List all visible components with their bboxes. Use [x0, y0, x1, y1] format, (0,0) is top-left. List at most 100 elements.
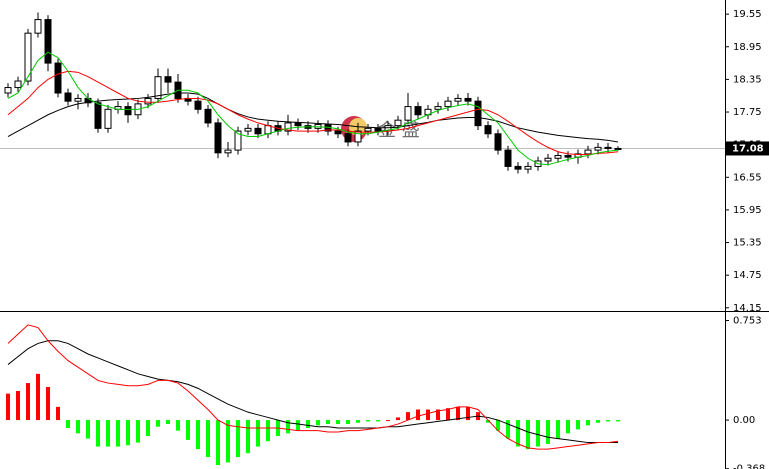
current-price-label: 17.08 — [732, 143, 764, 154]
indicator-line — [7, 70, 619, 155]
candle-body — [194, 100, 202, 110]
histogram-bar — [156, 420, 160, 427]
candle-body — [544, 157, 552, 162]
candle-body — [414, 106, 422, 116]
candle-body — [394, 119, 402, 127]
histogram-bar — [306, 420, 310, 429]
histogram-bar — [46, 387, 50, 421]
candle-body — [234, 130, 242, 151]
candle-body — [514, 165, 522, 170]
candle-body — [354, 130, 362, 143]
histogram-bar — [196, 420, 200, 450]
histogram-bar — [556, 420, 560, 439]
histogram-bar — [496, 420, 500, 431]
histogram-bar — [116, 420, 120, 447]
candle-body — [594, 146, 602, 151]
candle-body — [614, 147, 622, 150]
histogram-bar — [536, 420, 540, 447]
histogram-bar — [216, 420, 220, 466]
histogram-bar — [106, 420, 110, 447]
histogram-bar — [126, 420, 130, 446]
candle-body — [344, 133, 352, 143]
histogram-bar — [186, 420, 190, 440]
candle-body — [474, 100, 482, 127]
candle-body — [494, 133, 502, 151]
histogram-bar — [336, 420, 340, 425]
candle-body — [504, 149, 512, 167]
histogram-bar — [6, 393, 10, 421]
histogram-bar — [446, 408, 450, 421]
candle-body — [484, 125, 492, 135]
histogram-bar — [246, 420, 250, 454]
histogram-bar — [606, 420, 610, 422]
candle-body — [454, 97, 462, 102]
histogram-bar — [266, 420, 270, 442]
histogram-bar — [436, 409, 440, 421]
y-tick-label: -0.368 — [733, 464, 765, 469]
candle-body — [444, 100, 452, 108]
y-tick-label: 17.75 — [733, 107, 762, 118]
candle-body — [244, 127, 252, 132]
y-tick-label: 14.15 — [733, 303, 762, 314]
histogram-bar — [86, 420, 90, 439]
histogram-bar — [346, 420, 350, 425]
histogram-bar — [486, 420, 490, 423]
candle-body — [334, 130, 342, 135]
candle-body — [4, 87, 12, 94]
histogram-bar — [456, 406, 460, 421]
y-tick-label: 18.35 — [733, 74, 762, 85]
candle-body — [104, 108, 112, 129]
candle-body — [604, 146, 612, 149]
histogram-bar — [146, 420, 150, 436]
histogram-bar — [616, 420, 620, 422]
candle-body — [164, 76, 172, 83]
histogram-bar — [16, 391, 20, 421]
histogram-bar — [76, 420, 80, 434]
candle-body — [434, 106, 442, 110]
candle-body — [214, 122, 222, 154]
indicator-line — [7, 324, 619, 450]
candle-body — [584, 149, 592, 155]
y-tick-label: 14.75 — [733, 270, 762, 281]
histogram-bar — [26, 383, 30, 421]
histogram-bar — [286, 420, 290, 434]
candle-body — [24, 32, 32, 82]
histogram-bar — [206, 420, 210, 458]
histogram-bar — [426, 409, 430, 421]
histogram-bar — [96, 420, 100, 447]
histogram-bar — [386, 420, 390, 422]
histogram-bar — [226, 420, 230, 463]
candle-body — [284, 122, 292, 132]
histogram-bar — [506, 420, 510, 439]
histogram-bar — [316, 420, 320, 426]
current-price-box — [726, 141, 769, 156]
histogram-bar — [166, 420, 170, 425]
histogram-bar — [376, 420, 380, 422]
histogram-bar — [136, 420, 140, 443]
y-tick-label: 19.55 — [733, 9, 762, 20]
histogram-bar — [66, 420, 70, 429]
candle-body — [364, 127, 372, 132]
histogram-bar — [576, 420, 580, 430]
candle-body — [554, 155, 562, 159]
histogram-bar — [296, 420, 300, 431]
histogram-bar — [396, 417, 400, 421]
candle-body — [264, 125, 272, 135]
y-tick-label: 15.95 — [733, 205, 762, 216]
histogram-bar — [36, 373, 40, 421]
candle-body — [204, 108, 212, 124]
candle-body — [224, 149, 232, 154]
y-tick-label: 0.753 — [733, 316, 762, 327]
candle-body — [464, 97, 472, 102]
y-tick-label: 0.00 — [733, 415, 755, 426]
histogram-bar — [236, 420, 240, 458]
y-tick-label: 16.55 — [733, 172, 762, 183]
y-tick-label: 18.95 — [733, 42, 762, 53]
candle-body — [524, 165, 532, 170]
histogram-bar — [416, 409, 420, 421]
y-tick-label: 15.35 — [733, 238, 762, 249]
histogram-bar — [566, 420, 570, 434]
indicator-line — [7, 51, 619, 166]
